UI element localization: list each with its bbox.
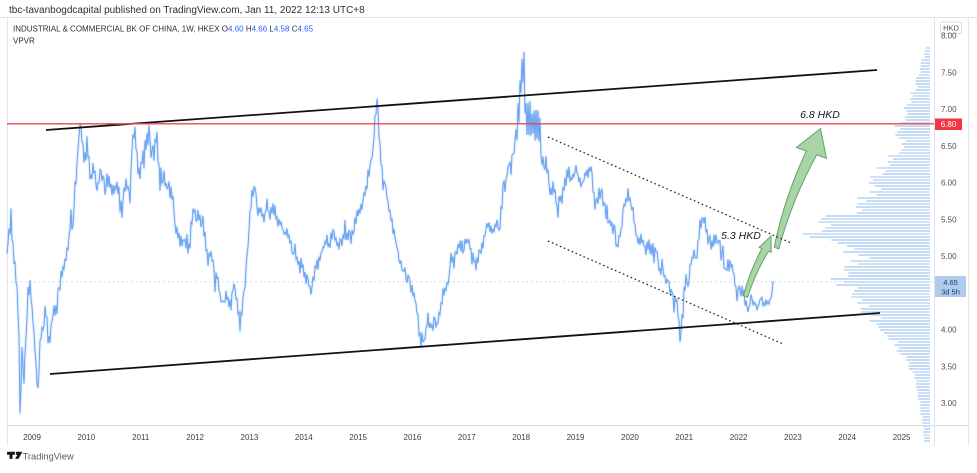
svg-text:2010: 2010 <box>77 433 95 442</box>
svg-text:TradingView: TradingView <box>23 452 74 462</box>
svg-text:2023: 2023 <box>784 433 802 442</box>
svg-text:6.50: 6.50 <box>941 142 957 151</box>
svg-text:6.00: 6.00 <box>941 179 957 188</box>
svg-text:3d 5h: 3d 5h <box>941 288 960 297</box>
svg-text:2016: 2016 <box>404 433 422 442</box>
svg-text:7.00: 7.00 <box>941 105 957 114</box>
svg-text:2013: 2013 <box>241 433 259 442</box>
svg-text:3.50: 3.50 <box>941 362 957 371</box>
svg-text:5.50: 5.50 <box>941 215 957 224</box>
svg-text:4.65: 4.65 <box>943 278 958 287</box>
svg-text:2025: 2025 <box>893 433 911 442</box>
svg-text:2011: 2011 <box>132 433 150 442</box>
svg-text:2009: 2009 <box>23 433 41 442</box>
svg-text:6.80: 6.80 <box>941 120 957 129</box>
svg-text:6.8 HKD: 6.8 HKD <box>800 109 840 121</box>
svg-text:2020: 2020 <box>621 433 639 442</box>
svg-text:VPVR: VPVR <box>13 37 35 46</box>
svg-text:8.00: 8.00 <box>941 32 957 41</box>
svg-text:5.00: 5.00 <box>941 252 957 261</box>
svg-text:2021: 2021 <box>675 433 693 442</box>
svg-text:2019: 2019 <box>567 433 585 442</box>
svg-text:2018: 2018 <box>512 433 530 442</box>
svg-text:2022: 2022 <box>730 433 748 442</box>
svg-text:2015: 2015 <box>349 433 367 442</box>
svg-text:2012: 2012 <box>186 433 204 442</box>
svg-text:5.3 HKD: 5.3 HKD <box>721 230 761 242</box>
svg-text:tbc-tavanbogdcapital published: tbc-tavanbogdcapital published on Tradin… <box>9 5 365 16</box>
svg-text:2017: 2017 <box>458 433 476 442</box>
svg-text:4.00: 4.00 <box>941 326 957 335</box>
svg-text:7.50: 7.50 <box>941 68 957 77</box>
svg-text:HKD: HKD <box>943 24 959 33</box>
svg-text:3.00: 3.00 <box>941 399 957 408</box>
svg-text:2024: 2024 <box>838 433 856 442</box>
svg-text:INDUSTRIAL & COMMERCIAL BK OF: INDUSTRIAL & COMMERCIAL BK OF CHINA, 1W,… <box>13 25 314 34</box>
svg-text:2014: 2014 <box>295 433 313 442</box>
